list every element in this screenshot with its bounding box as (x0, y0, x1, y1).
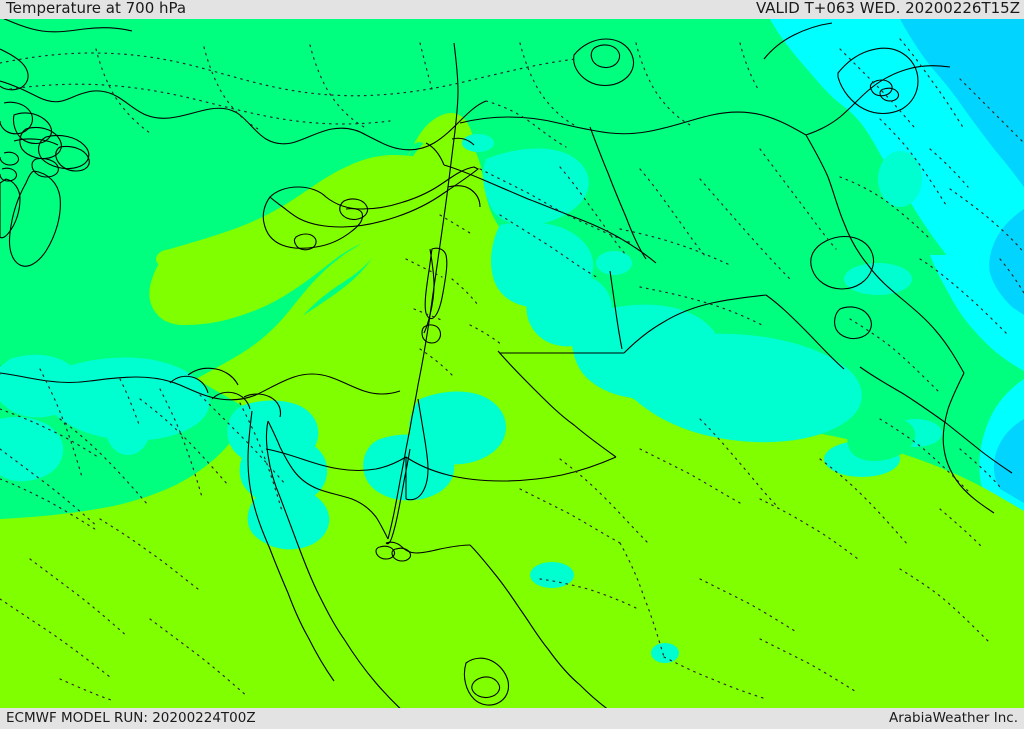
cool-patch-saudi-s (651, 643, 679, 663)
valid-time-label: VALID T+063 WED. 20200226T15Z (755, 0, 1020, 17)
island-crete-w (8, 170, 61, 267)
page-title: Temperature at 700 hPa (6, 0, 187, 17)
cool-patch-iraq-e (844, 263, 912, 295)
border-egypt-israel (265, 448, 407, 472)
island-cyprus (269, 166, 480, 228)
cool-patch-nile-delta-w (46, 357, 210, 441)
temp-band-warm-se (500, 423, 1024, 708)
temp-band-cool-group (0, 134, 942, 663)
coastline-aegean-2 (0, 101, 34, 135)
island-cyprus-e (339, 198, 369, 221)
island-cyprus-s (262, 196, 364, 249)
nile-delta-e2 (243, 393, 282, 418)
cool-patch-lebanon-n (462, 134, 494, 152)
coastline-gulf (945, 422, 1013, 474)
border-turkey-syria (459, 111, 807, 136)
border-turkey-e (763, 22, 833, 60)
nile-delta-w (169, 375, 209, 394)
border-iran-se (942, 372, 995, 514)
footer-bar: ECMWF MODEL RUN: 20200224T00Z ArabiaWeat… (0, 708, 1024, 729)
lake-van (573, 38, 635, 87)
coastline-black-sea-s (3, 19, 133, 33)
border-lebanon-syria (425, 142, 445, 166)
provider-credit: ArabiaWeather Inc. (888, 710, 1018, 726)
cool-patch-saudi-sw (530, 562, 574, 588)
lake-ne-3 (879, 87, 900, 102)
border-lebanon-n (451, 137, 475, 146)
dead-sea (424, 247, 448, 320)
red-sea-island-2 (471, 676, 501, 699)
model-run-label: ECMWF MODEL RUN: 20200224T00Z (6, 710, 256, 726)
cool-patch-libya-coast-2 (0, 417, 64, 482)
sinai-island-2 (391, 547, 412, 562)
coastline-crete-n (13, 138, 59, 146)
temp-band-warm-cyprus-lobe (149, 155, 459, 325)
coastlines-group (0, 19, 1013, 708)
cool-patch-syria-se (596, 251, 632, 275)
island-4 (55, 145, 90, 172)
temp-warm-patch-nw (156, 249, 188, 269)
coastline-levant (387, 42, 459, 540)
sinai-island-1 (375, 545, 396, 560)
island-7 (0, 167, 18, 182)
border-saudi-iraq-n (623, 294, 767, 354)
cool-patch-syria-small (504, 187, 556, 215)
border-syria-iraq-s (609, 270, 623, 350)
cool-patch-ne (878, 151, 922, 207)
nile-delta-n (187, 367, 239, 386)
island-8 (0, 178, 21, 239)
temp-band-cold (770, 19, 1024, 367)
header-bar: Temperature at 700 hPa VALID T+063 WED. … (0, 0, 1024, 19)
map-canvas[interactable] (0, 19, 1024, 708)
river-nile (247, 410, 335, 682)
coastline-sinai-s (385, 541, 471, 554)
border-iraq-iran (805, 134, 965, 374)
island-2 (19, 126, 62, 160)
temp-band-coldest-lobe2 (993, 419, 1024, 503)
red-sea-island-tiran (463, 657, 510, 706)
cool-patch-libya-coast (0, 354, 82, 418)
cool-patch-redsea-n (285, 516, 311, 534)
island-6 (0, 151, 20, 166)
admin-boundaries-group (0, 38, 1024, 702)
temp-band-warm-levant (196, 113, 482, 415)
coastline-turkey-south (0, 80, 487, 151)
coastline-red-sea-w (265, 420, 401, 708)
temp-band-coldest (900, 19, 1024, 187)
island-ne-1 (810, 235, 875, 290)
island-3 (37, 134, 90, 170)
cool-patch-neg (363, 434, 455, 501)
island-cyprus-bay (293, 233, 317, 251)
nile-delta-e (211, 391, 251, 410)
border-lebanon-e (447, 185, 481, 208)
lake-ne-1 (837, 47, 919, 115)
island-1 (12, 112, 53, 145)
cool-patch-w (106, 403, 150, 455)
island-ne-2 (834, 306, 872, 340)
border-syria-iraq-n (589, 126, 647, 260)
cool-patch-suez (239, 435, 328, 506)
dead-sea-s (421, 324, 442, 344)
border-jordan-saudi (497, 350, 617, 458)
temp-band-coldest-lobe (989, 209, 1024, 315)
coastline-red-sea-e (469, 544, 608, 708)
temperature-contour-map (0, 19, 1024, 708)
temp-green-lobe-ne (847, 417, 916, 461)
border-gulf-w (859, 366, 947, 424)
border-turkey-ne (805, 65, 951, 136)
coastline-aegean-1 (0, 48, 29, 91)
coastline-sinai-w (267, 420, 389, 540)
border-saudi-iraq-e (765, 294, 845, 370)
island-5 (31, 157, 59, 178)
lake-van-inner (590, 44, 621, 69)
cool-patch-nw-saudi (609, 333, 862, 443)
border-saudi-jordan-s (405, 456, 617, 482)
lake-ne-2 (869, 79, 893, 97)
coastline-egypt-med (0, 372, 401, 401)
